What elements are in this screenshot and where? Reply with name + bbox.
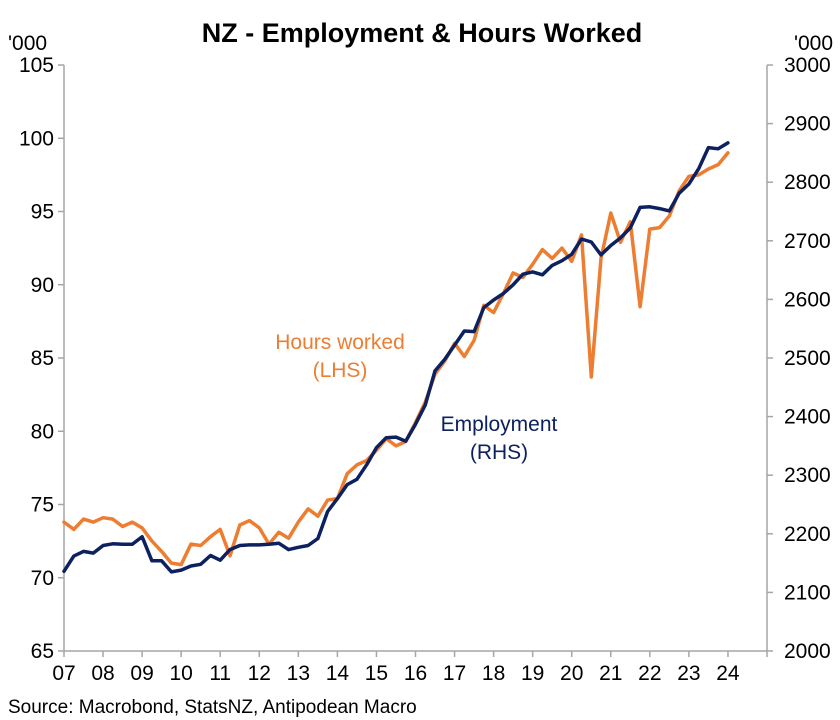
x-tick-label: 20: [560, 662, 583, 685]
hours-annotation-line1: Hours worked: [275, 331, 405, 354]
right-tick-label: 2500: [784, 347, 831, 370]
left-tick-label: 75: [31, 494, 54, 517]
employment-line: [62, 141, 730, 574]
x-tick-label: 23: [677, 662, 700, 685]
x-tick-label: 18: [482, 662, 505, 685]
left-tick-label: 95: [31, 201, 54, 224]
hours-worked-line: [62, 151, 730, 567]
right-tick-label: 2600: [784, 288, 831, 311]
right-tick-label: 2900: [784, 113, 831, 136]
hours-annotation-line2: (LHS): [313, 359, 368, 382]
left-tick-label: 90: [31, 274, 54, 297]
right-tick-label: 3000: [784, 54, 831, 77]
x-tick-label: 09: [130, 662, 153, 685]
left-axis-unit: '000: [8, 32, 47, 55]
left-tick-label: 100: [19, 127, 54, 150]
x-tick-label: 14: [326, 662, 350, 685]
right-tick-label: 2700: [784, 230, 831, 253]
right-tick-label: 2000: [784, 640, 831, 663]
source-note: Source: Macrobond, StatsNZ, Antipodean M…: [8, 697, 417, 718]
left-tick-label: 85: [31, 347, 54, 370]
right-tick-label: 2800: [784, 171, 831, 194]
x-tick-label: 10: [169, 662, 192, 685]
right-tick-label: 2200: [784, 523, 831, 546]
left-tick-label: 80: [31, 420, 54, 443]
x-tick-label: 21: [599, 662, 622, 685]
x-tick-label: 11: [209, 662, 231, 685]
right-axis-unit: '000: [794, 32, 833, 55]
x-tick-label: 16: [404, 662, 427, 685]
chart-title: NZ - Employment & Hours Worked: [202, 18, 643, 48]
right-tick-label: 2300: [784, 464, 831, 487]
x-tick-label: 07: [52, 662, 75, 685]
employment-annotation-line2: (RHS): [470, 441, 528, 464]
axes: 65 70 75 80 85 90 95 100 105 2000 2100 2200 2300 2400…: [19, 54, 831, 685]
left-tick-label: 65: [31, 640, 54, 663]
x-tick-label: 12: [248, 662, 271, 685]
x-tick-label: 13: [287, 662, 310, 685]
x-tick-label: 24: [716, 662, 740, 685]
x-tick-label: 17: [443, 662, 466, 685]
series-layer: [62, 141, 730, 574]
employment-annotation-line1: Employment: [441, 413, 558, 436]
left-tick-label: 70: [31, 567, 54, 590]
x-tick-label: 22: [638, 662, 661, 685]
x-tick-label: 15: [365, 662, 388, 685]
right-tick-label: 2400: [784, 406, 831, 429]
x-tick-label: 19: [521, 662, 544, 685]
x-tick-label: 08: [91, 662, 114, 685]
right-tick-label: 2100: [784, 581, 831, 604]
left-tick-label: 105: [19, 54, 54, 77]
